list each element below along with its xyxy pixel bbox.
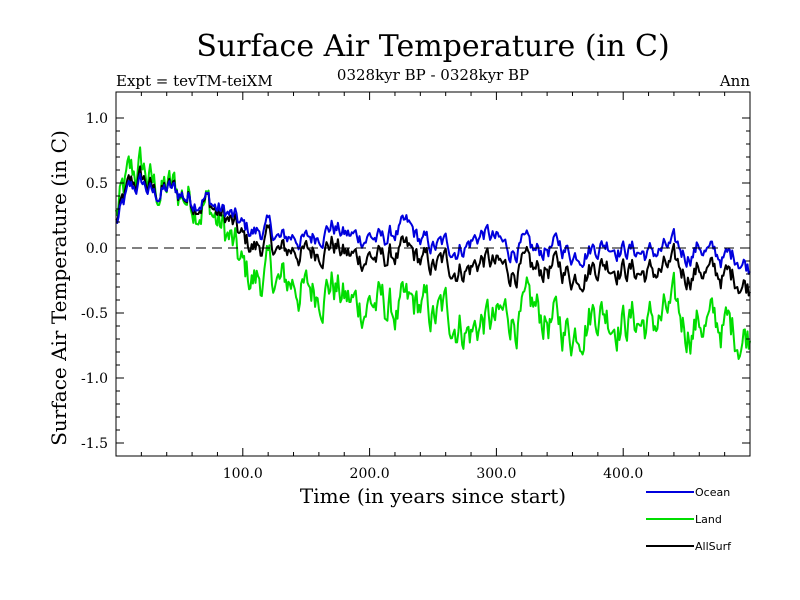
y-tick-label: -0.5 [81, 306, 108, 322]
experiment-label: Expt = tevTM-teiXM [116, 72, 273, 90]
x-tick-label: 400.0 [603, 466, 643, 482]
legend-label-ocean: Ocean [695, 486, 730, 499]
plot-lines [115, 146, 751, 360]
legend-label-land: Land [695, 513, 722, 526]
y-tick-label: -1.5 [81, 436, 108, 452]
x-tick-label: 100.0 [223, 466, 263, 482]
x-tick-label: 200.0 [350, 466, 390, 482]
x-axis: 100.0 200.0 300.0 400.0 [140, 92, 726, 482]
y-tick-label: 0.5 [86, 176, 108, 192]
period-label: 0328kyr BP - 0328kyr BP [337, 66, 529, 84]
x-tick-label: 300.0 [476, 466, 516, 482]
legend-label-allsurf: AllSurf [695, 540, 732, 553]
y-axis: -1.5 -1.0 -0.5 0.0 0.5 1.0 [81, 111, 750, 452]
y-tick-label: 1.0 [86, 111, 108, 127]
chart-title: Surface Air Temperature (in C) [196, 29, 669, 64]
legend: Ocean Land AllSurf [646, 486, 732, 553]
y-tick-label: -1.0 [81, 371, 108, 387]
y-tick-label: 0.0 [86, 241, 108, 257]
series-line-ocean [115, 172, 751, 275]
x-axis-label: Time (in years since start) [300, 484, 566, 508]
series-line-land [115, 146, 751, 360]
series-line-allsurf [115, 165, 751, 297]
season-label: Ann [719, 72, 750, 90]
y-axis-label: Surface Air Temperature (in C) [47, 130, 71, 446]
